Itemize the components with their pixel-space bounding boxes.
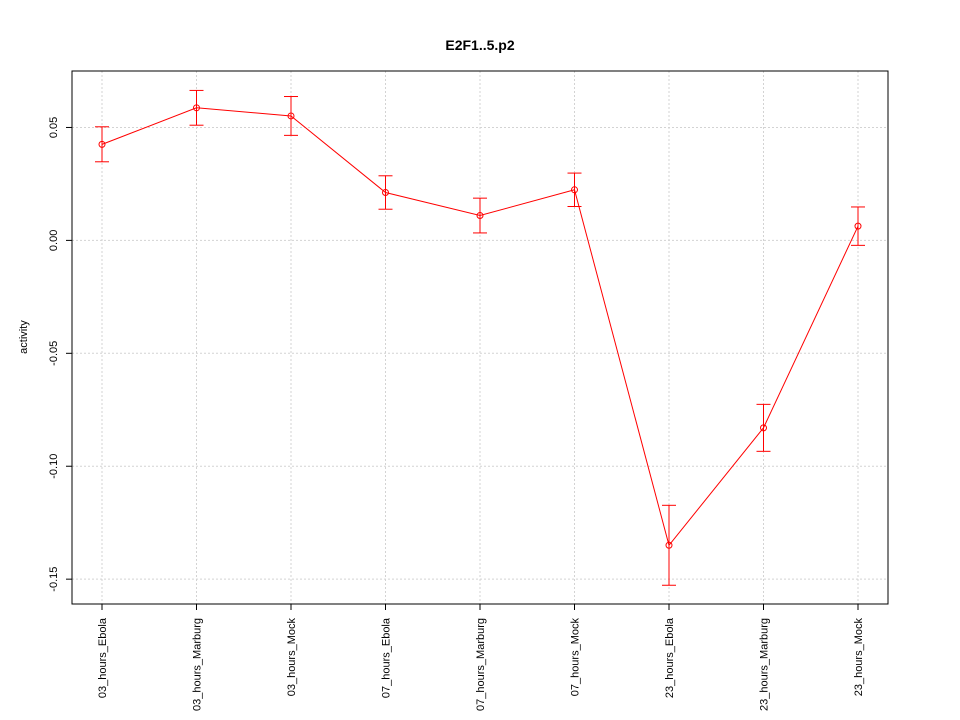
y-tick-label: 0.00	[48, 230, 60, 251]
y-axis: -0.15 -0.10 -0.05 0.00 0.05	[48, 117, 72, 592]
data-point	[287, 112, 295, 120]
data-point	[476, 212, 484, 220]
y-tick-label: -0.05	[48, 341, 60, 366]
x-tick-label: 03_hours_Mock	[286, 618, 298, 697]
series-group	[95, 89, 865, 586]
y-tick-label: -0.10	[48, 454, 60, 479]
y-tick-label: 0.05	[48, 117, 60, 138]
data-point	[571, 186, 578, 194]
data-point	[854, 222, 862, 230]
x-tick-label: 07_hours_Marburg	[475, 618, 487, 711]
data-point	[760, 424, 767, 432]
x-tick-label: 23_hours_Ebola	[664, 617, 676, 698]
grid	[72, 71, 888, 604]
chart-title: E2F1..5.p2	[445, 37, 514, 53]
data-point	[665, 541, 673, 549]
x-tick-label: 03_hours_Ebola	[97, 617, 109, 698]
x-tick-label: 07_hours_Mock	[570, 618, 582, 697]
x-tick-label: 23_hours_Marburg	[759, 618, 771, 711]
y-axis-label: activity	[18, 320, 30, 354]
data-point	[382, 189, 389, 197]
x-tick-label: 03_hours_Marburg	[192, 618, 204, 711]
data-point	[98, 140, 106, 148]
data-point	[193, 104, 200, 112]
x-tick-label: 07_hours_Ebola	[381, 617, 393, 698]
y-tick-label: -0.15	[48, 567, 60, 592]
x-tick-label: 23_hours_Mock	[853, 618, 865, 697]
x-axis: 03_hours_Ebola 03_hours_Marburg 03_hours_M…	[97, 604, 865, 711]
